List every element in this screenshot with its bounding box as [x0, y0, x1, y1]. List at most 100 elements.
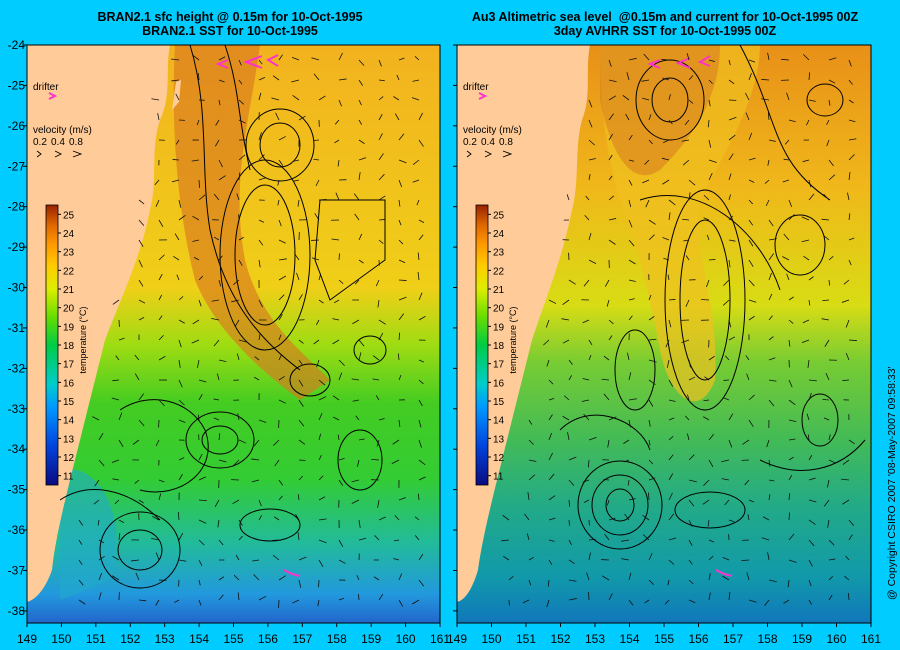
current-vector [728, 173, 732, 181]
current-vector [418, 399, 423, 407]
current-vector [768, 253, 774, 261]
current-vector [788, 474, 793, 481]
current-vector [628, 498, 636, 501]
current-vector [334, 119, 340, 125]
current-vector [173, 255, 180, 261]
current-vector [298, 579, 302, 588]
current-vector [197, 414, 200, 421]
current-vector [808, 193, 815, 201]
current-vector [278, 575, 286, 581]
current-vector [848, 237, 855, 241]
current-vector [561, 318, 570, 321]
current-vector [767, 159, 770, 166]
current-vector [708, 59, 715, 62]
current-vector [548, 495, 556, 501]
current-vector [215, 119, 220, 126]
current-vector [378, 239, 384, 244]
colorbar-tick-label: 16 [63, 378, 75, 389]
current-vector [338, 372, 343, 381]
current-vector [604, 279, 610, 287]
lat-tick-label: -32 [8, 361, 26, 375]
colorbar-tick-label: 14 [63, 416, 75, 427]
current-vector [418, 112, 423, 121]
lon-tick-label: 160 [396, 632, 416, 646]
current-vector [728, 239, 736, 242]
current-vector [728, 194, 731, 201]
current-vector [377, 499, 380, 508]
current-vector [808, 276, 814, 281]
lat-tick-label: -25 [8, 78, 26, 92]
current-vector [821, 218, 830, 221]
lat-tick-label: -31 [8, 321, 26, 335]
current-vector [628, 179, 633, 186]
current-vector [238, 172, 241, 181]
current-vector [258, 76, 266, 81]
current-vector [848, 519, 855, 526]
current-vector [583, 279, 590, 287]
current-vector [338, 458, 345, 461]
current-vector [398, 332, 401, 341]
current-vector [378, 516, 386, 521]
velocity-legend-arrow [54, 150, 63, 158]
current-vector [378, 319, 386, 325]
current-vector [258, 515, 263, 521]
current-vector [608, 517, 616, 521]
current-vector [687, 394, 690, 401]
current-vector [628, 372, 632, 381]
current-vector [548, 414, 553, 421]
current-vector [728, 439, 733, 448]
current-vector [371, 459, 380, 461]
current-vector [394, 113, 400, 121]
current-vector [661, 59, 670, 61]
current-vector [158, 479, 165, 483]
current-vector [278, 294, 285, 301]
land-mass [27, 45, 170, 602]
current-vector [745, 92, 750, 101]
current-vector [338, 99, 342, 107]
current-vector [338, 52, 343, 61]
current-vector [788, 199, 793, 208]
current-vector [315, 179, 320, 187]
current-vector [97, 519, 100, 526]
current-vector [607, 499, 610, 506]
current-vector [378, 79, 385, 82]
current-vector [784, 139, 790, 145]
current-vector [258, 132, 262, 141]
colorbar-tick-label: 15 [493, 397, 505, 408]
current-vector [767, 112, 770, 121]
current-vector [155, 199, 160, 207]
current-vector [236, 353, 240, 361]
current-vector [545, 319, 550, 328]
current-vector [372, 378, 380, 381]
current-vector [828, 99, 831, 106]
lon-tick-label: 155 [654, 632, 674, 646]
current-vector [623, 459, 630, 463]
current-vector [216, 373, 220, 381]
current-vector [314, 213, 320, 221]
current-vector [748, 239, 754, 247]
current-vector [845, 319, 850, 328]
current-vector [158, 399, 165, 407]
current-vector [352, 319, 360, 325]
current-vector [318, 198, 327, 201]
current-vector [211, 317, 220, 321]
current-vector [848, 59, 852, 67]
current-vector [808, 539, 815, 547]
current-vector [258, 419, 267, 423]
current-vector [198, 393, 203, 401]
colorbar [45, 204, 59, 486]
current-vector [848, 79, 853, 85]
current-vector [92, 416, 100, 421]
current-vector [648, 399, 654, 407]
current-vector [524, 513, 530, 521]
current-vector [585, 195, 590, 201]
current-vector [765, 199, 770, 207]
current-vector [761, 78, 770, 81]
current-vector [297, 199, 300, 207]
current-vector [258, 219, 265, 223]
current-vector [667, 579, 670, 586]
current-vector [418, 292, 423, 301]
current-vector [747, 514, 750, 521]
current-vector [648, 359, 657, 363]
lon-tick-label: 154 [189, 632, 209, 646]
